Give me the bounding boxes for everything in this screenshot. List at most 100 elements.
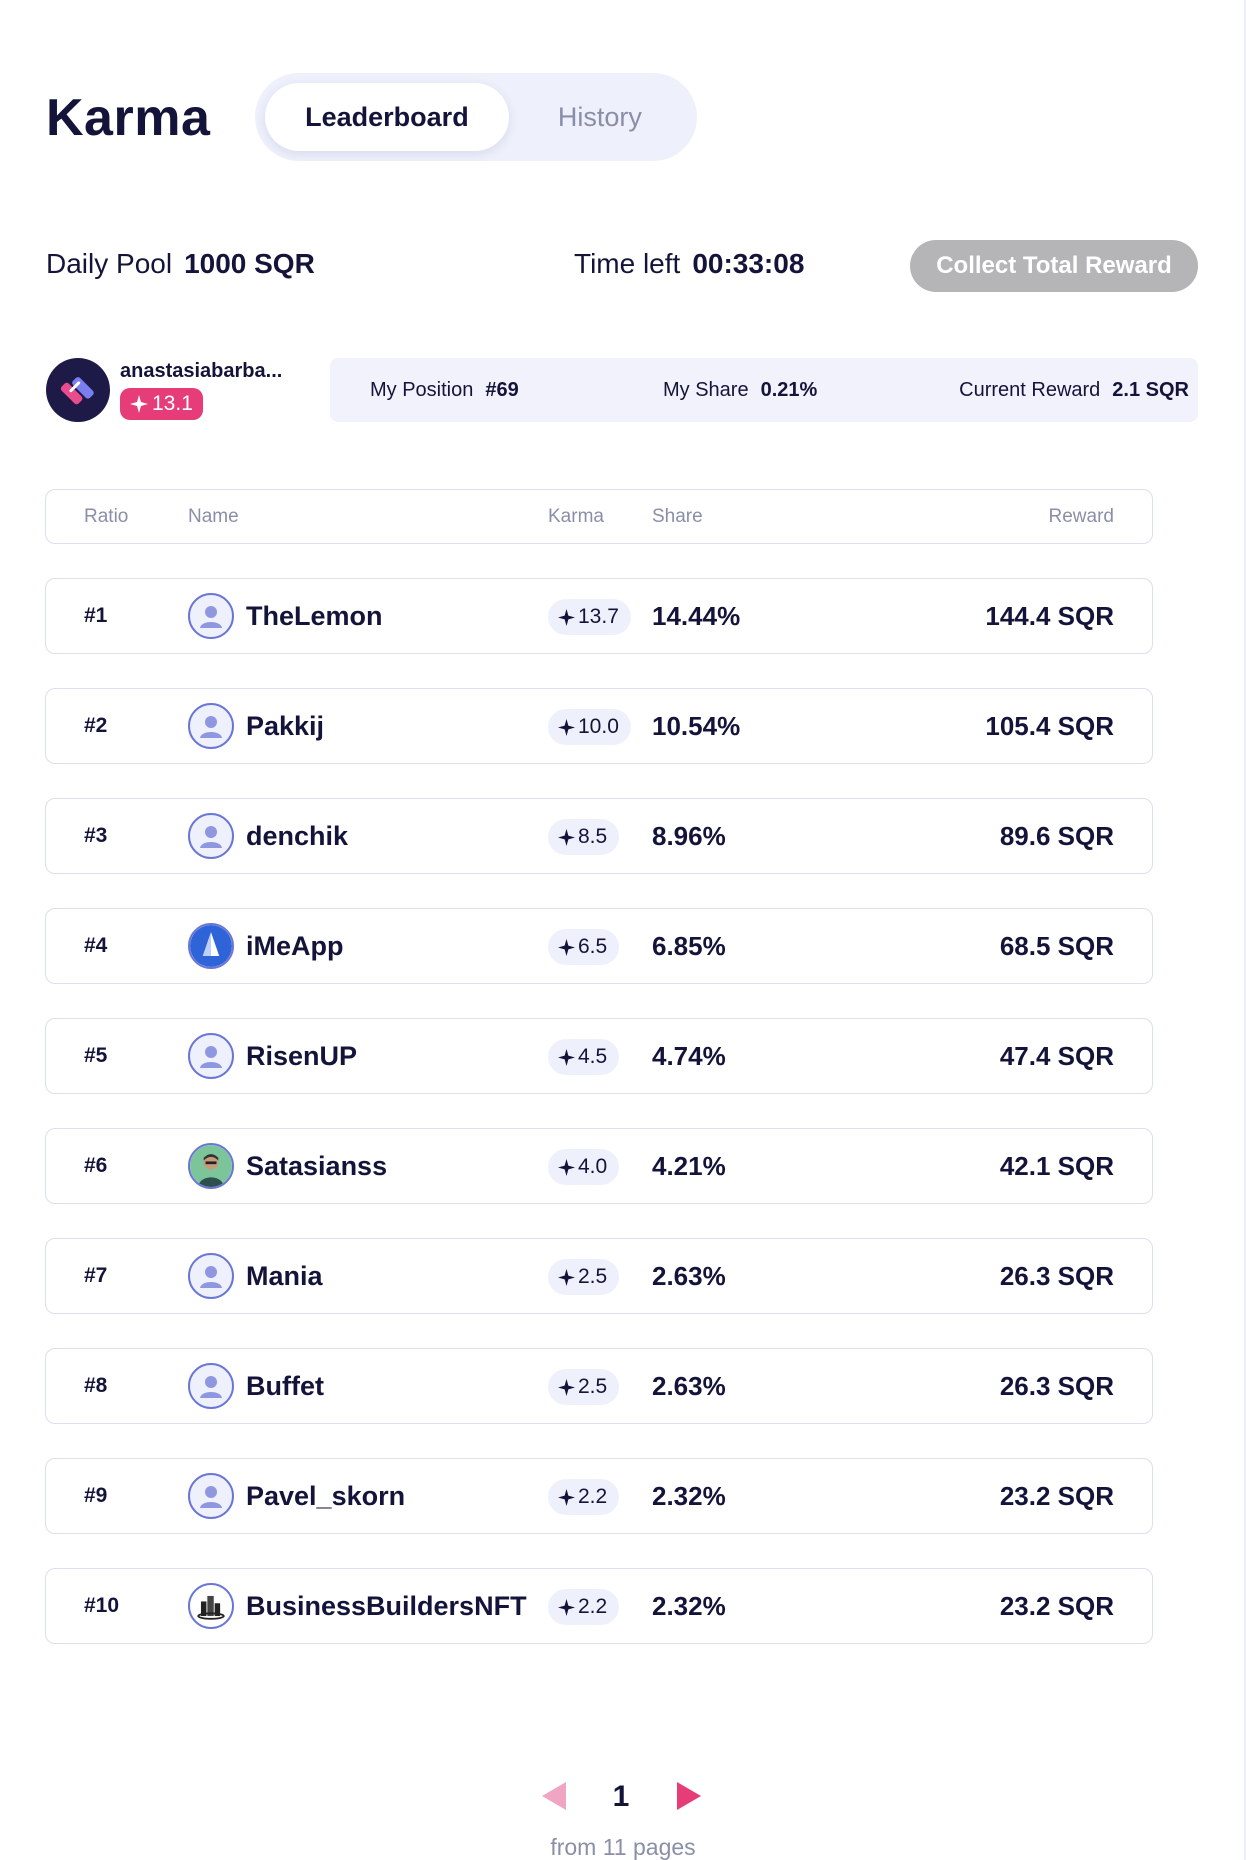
- time-left-label: Time left: [574, 248, 681, 279]
- current-reward-value: 2.1 SQR: [1112, 379, 1189, 401]
- row-share: 2.32%: [652, 1591, 726, 1621]
- row-share: 2.32%: [652, 1481, 726, 1511]
- row-reward: 47.4 SQR: [999, 1041, 1114, 1071]
- row-share: 14.44%: [652, 601, 741, 631]
- sparkle-icon: [558, 718, 575, 736]
- table-row[interactable]: #5 RisenUP 4.5 4.74% 47.4 SQR: [45, 1018, 1153, 1094]
- table-row[interactable]: #1 TheLemon 13.7 14.44% 144.4 SQR: [45, 578, 1153, 654]
- default-user-icon: [200, 1486, 222, 1508]
- user-stats-bar: My Position #69 My Share 0.21% Current Rew…: [330, 358, 1198, 422]
- user-name: anastasiabarba...: [120, 360, 283, 382]
- table-row[interactable]: #8 Buffet 2.5 2.63% 26.3 SQR: [45, 1348, 1153, 1424]
- next-page-arrow-icon[interactable]: [675, 1780, 703, 1812]
- my-position-label: My Position: [370, 379, 474, 401]
- time-left: Time left 00:33:08: [574, 248, 804, 280]
- row-karma-value: 6.5: [578, 935, 608, 958]
- row-avatar: [188, 923, 234, 969]
- row-name[interactable]: Satasianss: [246, 1151, 388, 1181]
- row-share: 2.63%: [652, 1371, 726, 1401]
- row-name[interactable]: TheLemon: [246, 601, 383, 631]
- table-row[interactable]: #4 iMeApp 6.5 6.85% 68.5 SQR: [45, 908, 1153, 984]
- row-name[interactable]: RisenUP: [246, 1041, 358, 1071]
- row-karma-value: 4.5: [578, 1045, 608, 1068]
- table-row[interactable]: #6 Satasianss 4.0 4.21% 42.1 SQR: [45, 1128, 1153, 1204]
- row-karma-value: 2.2: [578, 1595, 608, 1618]
- default-user-icon: [200, 716, 222, 738]
- current-page-number: 1: [612, 1780, 630, 1813]
- row-karma-value: 10.0: [578, 715, 619, 738]
- row-share: 4.74%: [652, 1041, 726, 1071]
- collect-total-reward-button[interactable]: Collect Total Reward: [910, 240, 1198, 292]
- user-karma-badge: 13.1: [120, 388, 203, 420]
- row-karma-badge: 2.5: [548, 1259, 620, 1295]
- squad-logo-icon: [60, 377, 94, 405]
- row-name[interactable]: Pakkij: [246, 711, 325, 741]
- row-name[interactable]: Pavel_skorn: [246, 1481, 406, 1511]
- window-edge: [1244, 0, 1246, 1860]
- table-row[interactable]: #2 Pakkij 10.0 10.54% 105.4 SQR: [45, 688, 1153, 764]
- row-name[interactable]: denchik: [246, 821, 349, 851]
- row-share: 6.85%: [652, 931, 726, 961]
- sail-logo-icon: [190, 925, 232, 967]
- header-share: Share: [652, 506, 703, 527]
- row-reward: 42.1 SQR: [999, 1151, 1114, 1181]
- default-user-icon: [200, 1376, 222, 1398]
- page-title: Karma: [46, 89, 211, 147]
- tab-switcher: Leaderboard History: [255, 73, 697, 161]
- row-share: 10.54%: [652, 711, 741, 741]
- daily-pool: Daily Pool 1000 SQR: [46, 248, 315, 280]
- row-karma-value: 2.2: [578, 1485, 608, 1508]
- row-name[interactable]: BusinessBuildersNFT: [246, 1591, 527, 1621]
- row-share: 4.21%: [652, 1151, 726, 1181]
- row-karma-badge: 4.0: [548, 1149, 620, 1185]
- prev-page-arrow-icon[interactable]: [540, 1780, 568, 1812]
- row-rank: #5: [84, 1044, 108, 1067]
- header-karma: Karma: [548, 506, 604, 527]
- header-reward: Reward: [1048, 506, 1114, 527]
- row-karma-badge: 4.5: [548, 1039, 620, 1075]
- row-avatar: [188, 1363, 234, 1409]
- tab-leaderboard[interactable]: Leaderboard: [265, 83, 509, 151]
- row-reward: 68.5 SQR: [999, 931, 1114, 961]
- row-karma-badge: 13.7: [548, 599, 631, 635]
- row-avatar: [188, 1583, 234, 1629]
- current-user: anastasiabarba... 13.1: [46, 358, 316, 424]
- row-name[interactable]: iMeApp: [246, 931, 344, 961]
- building-logo-icon: [190, 1585, 232, 1627]
- user-karma-value: 13.1: [152, 392, 193, 415]
- header-ratio: Ratio: [84, 506, 129, 527]
- row-rank: #2: [84, 714, 108, 737]
- sparkle-icon: [558, 1598, 575, 1616]
- row-reward: 144.4 SQR: [985, 601, 1114, 631]
- row-rank: #8: [84, 1374, 108, 1397]
- row-karma-badge: 8.5: [548, 819, 620, 855]
- row-share: 2.63%: [652, 1261, 726, 1291]
- tab-history[interactable]: History: [557, 101, 642, 132]
- row-karma-value: 4.0: [578, 1155, 608, 1178]
- my-position: My Position #69: [370, 379, 519, 402]
- table-row[interactable]: #7 Mania 2.5 2.63% 26.3 SQR: [45, 1238, 1153, 1314]
- row-avatar: [188, 1033, 234, 1079]
- row-name[interactable]: Buffet: [246, 1371, 324, 1401]
- total-pages-label: from 11 pages: [550, 1834, 696, 1860]
- row-karma-badge: 10.0: [548, 709, 631, 745]
- row-rank: #4: [84, 934, 108, 957]
- pagination: 1: [0, 1776, 1246, 1816]
- sparkle-icon: [558, 1268, 575, 1286]
- default-user-icon: [200, 1266, 222, 1288]
- sparkle-icon: [558, 828, 575, 846]
- row-reward: 23.2 SQR: [999, 1481, 1114, 1511]
- header-name: Name: [188, 506, 239, 527]
- row-karma-badge: 2.5: [548, 1369, 620, 1405]
- photo-avatar-icon: [190, 1145, 232, 1187]
- table-row[interactable]: #10 BusinessBuildersNFT 2.2 2.32% 23.2 SQR: [45, 1568, 1153, 1644]
- sparkle-icon: [558, 1378, 575, 1396]
- default-user-icon: [200, 1046, 222, 1068]
- row-karma-value: 8.5: [578, 825, 608, 848]
- sparkle-icon: [558, 1048, 575, 1066]
- table-row[interactable]: #9 Pavel_skorn 2.2 2.32% 23.2 SQR: [45, 1458, 1153, 1534]
- row-avatar: [188, 593, 234, 639]
- table-row[interactable]: #3 denchik 8.5 8.96% 89.6 SQR: [45, 798, 1153, 874]
- row-name[interactable]: Mania: [246, 1261, 323, 1291]
